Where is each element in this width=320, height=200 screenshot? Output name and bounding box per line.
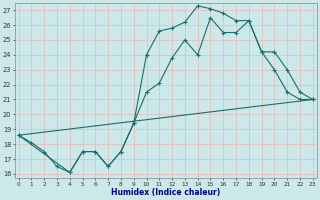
- X-axis label: Humidex (Indice chaleur): Humidex (Indice chaleur): [111, 188, 220, 197]
